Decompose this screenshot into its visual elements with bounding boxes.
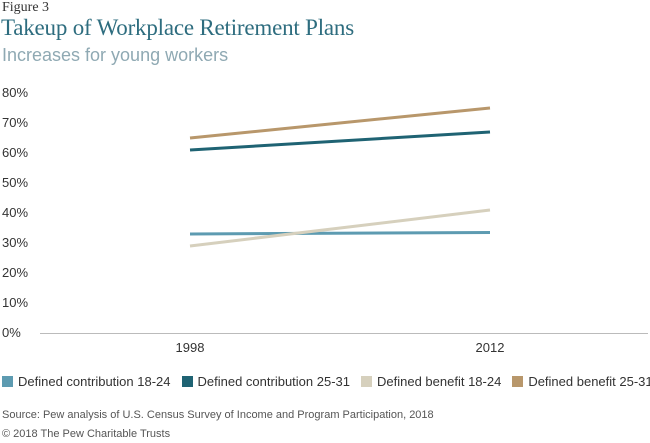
legend-item: Defined contribution 18-24 [2,374,171,389]
legend-item: Defined benefit 25-31 [512,374,650,389]
legend-label: Defined contribution 25-31 [197,374,351,389]
legend-swatch [2,376,13,387]
y-tick-label: 70% [2,115,28,130]
y-tick-label: 60% [2,145,28,160]
y-tick-label: 10% [2,295,28,310]
x-tick-label: 2012 [476,340,505,355]
y-tick-label: 20% [2,265,28,280]
figure-label: Figure 3 [2,0,50,15]
y-tick-label: 0% [2,325,21,340]
y-tick-label: 50% [2,175,28,190]
chart-subtitle: Increases for young workers [2,45,229,65]
legend-label: Defined benefit 25-31 [528,374,650,389]
legend-label: Defined contribution 18-24 [18,374,171,389]
legend-swatch [512,376,524,387]
chart-legend: Defined contribution 18-24 Defined contri… [2,374,650,389]
y-tick-label: 80% [2,85,28,100]
source-note: Source: Pew analysis of U.S. Census Surv… [2,409,434,421]
x-tick-label: 1998 [176,340,205,355]
y-tick-label: 30% [2,235,28,250]
chart-title: Takeup of Workplace Retirement Plans [1,15,354,40]
y-tick-label: 40% [2,205,28,220]
series-line [189,208,491,248]
series-line [189,106,491,140]
legend-item: Defined contribution 25-31 [181,374,351,389]
legend-item: Defined benefit 18-24 [361,374,501,389]
legend-swatch [181,376,193,387]
copyright-note: © 2018 The Pew Charitable Trusts [2,428,171,440]
series-line [189,130,491,152]
series-line [189,231,491,236]
legend-swatch [361,376,372,387]
legend-label: Defined benefit 18-24 [377,374,502,389]
